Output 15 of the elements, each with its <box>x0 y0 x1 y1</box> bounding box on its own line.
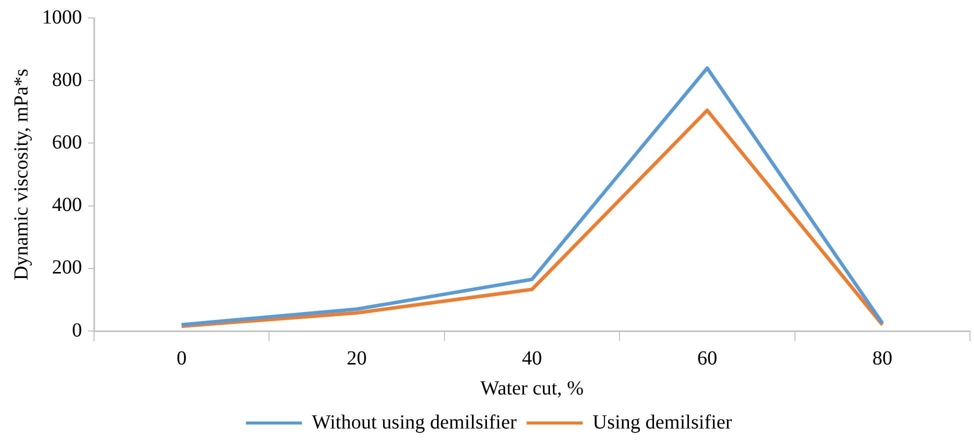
y-tick-label: 600 <box>52 131 82 154</box>
x-tick-label: 0 <box>176 347 187 370</box>
x-tick-label: 60 <box>697 347 718 370</box>
y-axis-title: Dynamic viscosity, mPa*s <box>10 68 32 280</box>
y-tick-label: 0 <box>72 319 82 342</box>
legend-label: Using demilsifier <box>592 411 732 434</box>
x-tick-label: 80 <box>872 347 892 370</box>
x-tick-label: 40 <box>522 347 542 370</box>
y-tick-label: 200 <box>52 256 82 279</box>
y-tick-label: 400 <box>52 194 82 216</box>
legend-label: Without using demilsifier <box>312 411 517 434</box>
x-tick-label: 20 <box>346 347 367 370</box>
y-tick-label: 1000 <box>42 6 82 28</box>
y-tick-label: 800 <box>52 68 82 91</box>
x-axis-title: Water cut, % <box>480 377 584 400</box>
